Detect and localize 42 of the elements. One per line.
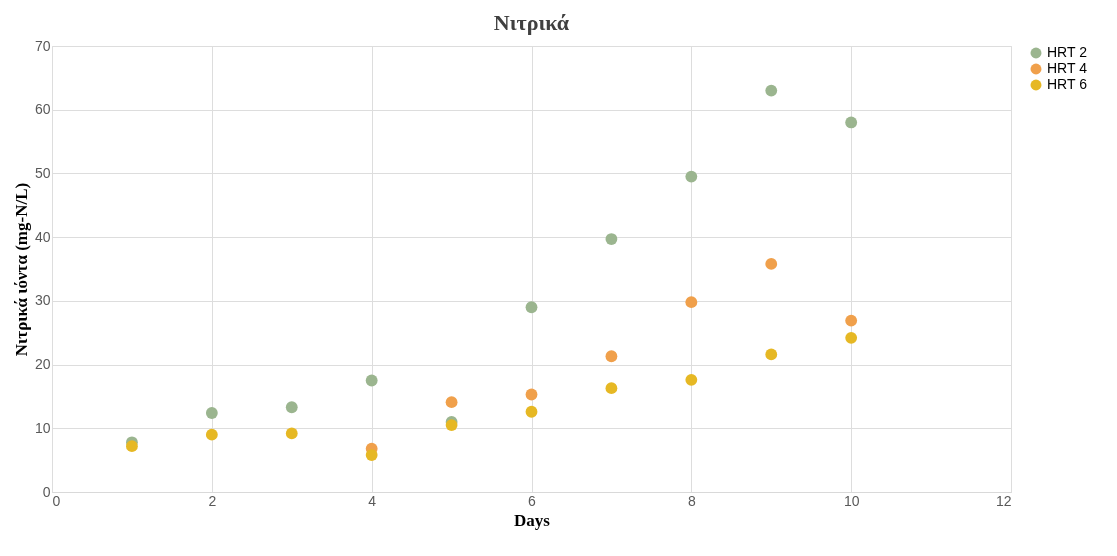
point [525, 301, 538, 314]
point [205, 428, 218, 441]
legend-label: HRT 4 [1047, 60, 1088, 76]
x-tick-label: 2 [208, 492, 217, 509]
y-axis-title: Νιτρικά ιόντα (mg-N/L) [11, 182, 31, 357]
point [765, 258, 778, 270]
x-tick-label: 10 [843, 492, 860, 509]
point [365, 449, 378, 461]
point [525, 388, 538, 401]
y-tick-label: 20 [34, 356, 51, 373]
point [605, 233, 618, 245]
point [205, 407, 218, 419]
point [605, 350, 618, 363]
point [685, 296, 698, 309]
point [685, 170, 698, 183]
point [365, 374, 378, 387]
y-tick-label: 70 [34, 37, 51, 54]
point [845, 116, 858, 129]
y-tick-label: 10 [34, 419, 51, 436]
x-tick-label: 12 [995, 492, 1012, 509]
y-tick-label: 40 [34, 228, 51, 245]
y-tick-label: 50 [34, 164, 51, 181]
y-tick-label: 30 [34, 292, 51, 309]
point [445, 396, 458, 409]
point [285, 427, 298, 440]
point [765, 84, 778, 97]
legend-label: HRT 6 [1047, 76, 1088, 92]
legend-label: HRT 2 [1047, 44, 1088, 60]
x-tick-label: 4 [368, 492, 377, 509]
x-axis-title: Days [514, 510, 551, 530]
x-tick-label: 8 [687, 492, 696, 509]
point [845, 331, 858, 344]
x-tick-label: 6 [528, 492, 537, 509]
y-tick-label: 60 [34, 101, 51, 118]
point [126, 440, 138, 453]
point [845, 314, 858, 327]
point [605, 382, 618, 395]
point [685, 373, 698, 386]
point [525, 405, 538, 418]
point [765, 348, 778, 361]
point [285, 401, 298, 414]
chart-title: Νιτρικά [493, 10, 570, 35]
